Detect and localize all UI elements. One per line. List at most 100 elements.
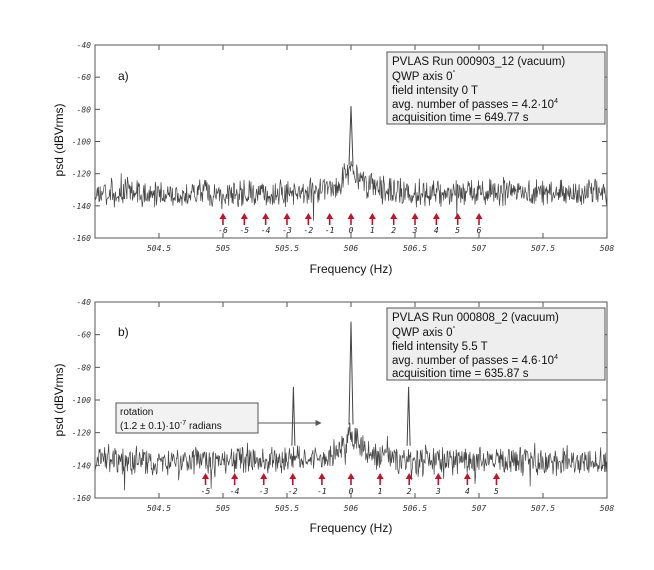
panel-b: b) -160-140-120-100-80-60-40 504.5 505 505…: [52, 298, 614, 535]
x-tick-label-b: 504.5: [147, 504, 171, 513]
harmonic-label-a: 6: [477, 226, 482, 235]
y-tick-label-a: -80: [77, 105, 92, 114]
y-tick-label-b: -60: [77, 331, 92, 340]
harmonic-label-a: -2: [304, 226, 314, 235]
legend-qwp-b: QWP axis 0°: [392, 325, 456, 339]
x-tick-label-b: 506.5: [403, 504, 427, 513]
harmonic-label-b: 1: [378, 487, 383, 496]
center-peak-b: [348, 321, 354, 425]
legend-passes-a: avg. number of passes = 4.2·104: [392, 98, 558, 111]
y-tick-label-b: -80: [77, 363, 92, 372]
legend-acq-b: acquisition time = 635.87 s: [392, 368, 529, 380]
legend-title-a: PVLAS Run 000903_12 (vacuum): [392, 56, 565, 68]
harmonic-label-b: 0: [349, 487, 354, 496]
harmonic-label-a: -4: [261, 226, 271, 235]
y-tick-label-b: -160: [72, 494, 91, 503]
x-tick-label-b: 506: [344, 504, 359, 513]
harmonic-arrowhead-b: [434, 473, 442, 479]
side-peak-b: [291, 386, 296, 446]
x-axis-label-a: Frequency (Hz): [310, 262, 393, 276]
y-tick-label-a: -40: [77, 41, 92, 50]
x-tick-label-b: 508: [600, 504, 615, 513]
panel-a: a) -160-140-120-100-80-60-40 504.5 505 505…: [52, 41, 614, 276]
panel-label-b: b): [118, 325, 129, 339]
harmonic-label-a: 2: [391, 226, 396, 235]
annotation-line2: (1.2 ± 0.1)·10-7 radians: [120, 420, 222, 432]
y-tick-label-a: -160: [72, 234, 91, 243]
harmonic-arrowhead-b: [260, 473, 268, 479]
legend-title-b: PVLAS Run 000808_2 (vacuum): [392, 312, 559, 324]
harmonic-label-b: 2: [407, 487, 412, 496]
x-axis-label-b: Frequency (Hz): [310, 521, 393, 535]
side-peak-b: [406, 386, 411, 446]
y-tick-label-b: -120: [72, 429, 91, 438]
y-tick-label-b: -100: [72, 396, 91, 405]
harmonic-arrowhead-b: [376, 473, 384, 479]
harmonic-label-b: 4: [465, 487, 470, 496]
annotation-arrowhead: [315, 420, 322, 426]
x-tick-label-b: 505: [216, 504, 231, 513]
harmonic-arrowhead-a: [304, 213, 312, 219]
panel-label-a: a): [118, 69, 129, 83]
harmonic-arrowhead-a: [454, 213, 462, 219]
harmonic-arrowhead-a: [326, 213, 334, 219]
harmonic-arrowhead-a: [283, 213, 291, 219]
x-tick-label-b: 507: [472, 504, 487, 513]
harmonic-arrowhead-a: [411, 213, 419, 219]
harmonic-arrowhead-a: [240, 213, 248, 219]
spectrum-trace-a: [94, 161, 608, 221]
harmonic-label-a: -1: [325, 226, 335, 235]
y-axis-label-a: psd (dBVrms): [52, 104, 66, 177]
harmonic-arrowhead-b: [463, 473, 471, 479]
harmonic-arrowhead-a: [347, 213, 355, 219]
harmonic-arrowhead-a: [262, 213, 270, 219]
harmonic-label-a: -6: [218, 226, 228, 235]
rotation-annotation: rotation (1.2 ± 0.1)·10-7 radians: [115, 402, 322, 434]
legend-acq-a: acquisition time = 649.77 s: [392, 112, 529, 124]
y-tick-label-b: -40: [77, 298, 92, 307]
harmonic-label-b: -1: [317, 487, 327, 496]
harmonic-arrowhead-a: [390, 213, 398, 219]
y-tick-label-a: -140: [72, 202, 91, 211]
harmonic-label-b: -2: [288, 487, 298, 496]
y-tick-label-a: -60: [77, 73, 92, 82]
y-tick-label-b: -140: [72, 461, 91, 470]
legend-qwp-a: QWP axis 0°: [392, 69, 456, 83]
y-tick-label-a: -100: [72, 138, 91, 147]
harmonic-label-b: 5: [494, 487, 499, 496]
harmonic-label-a: 0: [349, 226, 354, 235]
harmonic-label-a: 5: [455, 226, 460, 235]
y-axis-label-b: psd (dBVrms): [52, 364, 66, 437]
legend-passes-b: avg. number of passes = 4.6·104: [392, 354, 558, 367]
harmonic-label-a: -5: [239, 226, 249, 235]
harmonic-arrowhead-b: [231, 473, 239, 479]
legend-field-b: field intensity 5.5 T: [392, 341, 488, 353]
x-tick-label-a: 506: [344, 244, 359, 253]
x-tick-label-a: 508: [600, 244, 615, 253]
annotation-line1: rotation: [120, 407, 153, 418]
harmonic-label-b: -4: [230, 487, 240, 496]
x-tick-label-a: 505.5: [275, 244, 299, 253]
x-tick-label-b: 505.5: [275, 504, 299, 513]
harmonic-arrowhead-a: [432, 213, 440, 219]
harmonic-label-a: 4: [434, 226, 439, 235]
spectrum-trace-b: [94, 422, 608, 491]
harmonic-arrowhead-a: [475, 213, 483, 219]
y-tick-label-a: -120: [72, 170, 91, 179]
legend-box-b: PVLAS Run 000808_2 (vacuum) QWP axis 0° …: [386, 307, 606, 381]
harmonic-label-b: -5: [201, 487, 211, 496]
harmonic-label-a: 3: [412, 226, 418, 235]
harmonic-arrowhead-b: [492, 473, 500, 479]
x-tick-label-a: 507: [472, 244, 487, 253]
harmonic-label-b: -3: [259, 487, 269, 496]
harmonic-arrowhead-b: [347, 473, 355, 479]
x-tick-label-a: 504.5: [147, 244, 171, 253]
legend-box-a: PVLAS Run 000903_12 (vacuum) QWP axis 0°…: [386, 51, 606, 125]
harmonic-arrowhead-b: [289, 473, 297, 479]
harmonic-label-b: 3: [435, 487, 441, 496]
harmonic-arrowhead-a: [368, 213, 376, 219]
x-tick-label-b: 507.5: [531, 504, 555, 513]
harmonic-arrowhead-b: [202, 473, 210, 479]
x-tick-label-a: 506.5: [403, 244, 427, 253]
